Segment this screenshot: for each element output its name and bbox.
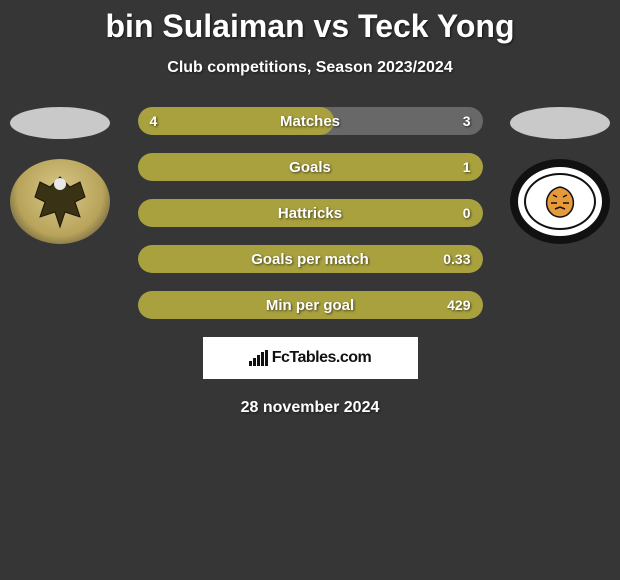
stat-row-goals: Goals 1: [138, 153, 483, 181]
stat-label: Goals per match: [138, 245, 483, 273]
stat-label: Matches: [138, 107, 483, 135]
stat-row-goals-per-match: Goals per match 0.33: [138, 245, 483, 273]
tiger-icon: [535, 177, 585, 227]
stat-right-value: 429: [447, 291, 470, 319]
date-text: 28 november 2024: [0, 399, 620, 417]
subtitle: Club competitions, Season 2023/2024: [0, 59, 620, 77]
player-left-ellipse: [10, 107, 110, 139]
eagle-icon: [25, 172, 95, 232]
brand-box: FcTables.com: [203, 337, 418, 379]
stat-row-matches: 4 Matches 3: [138, 107, 483, 135]
player-right-ellipse: [510, 107, 610, 139]
player-right-crest: [510, 159, 610, 244]
stat-label: Min per goal: [138, 291, 483, 319]
stat-label: Goals: [138, 153, 483, 181]
stat-row-hattricks: Hattricks 0: [138, 199, 483, 227]
comparison-content: 4 Matches 3 Goals 1 Hattricks 0 Goals pe…: [0, 107, 620, 417]
stat-label: Hattricks: [138, 199, 483, 227]
stat-right-value: 0.33: [443, 245, 470, 273]
stat-row-min-per-goal: Min per goal 429: [138, 291, 483, 319]
stat-bars: 4 Matches 3 Goals 1 Hattricks 0 Goals pe…: [138, 107, 483, 319]
player-left-block: [10, 107, 110, 244]
page-title: bin Sulaiman vs Teck Yong: [0, 0, 620, 45]
player-right-block: [510, 107, 610, 244]
stat-right-value: 3: [463, 107, 471, 135]
brand-text: FcTables.com: [272, 349, 372, 367]
stat-right-value: 1: [463, 153, 471, 181]
stat-right-value: 0: [463, 199, 471, 227]
chart-icon: [249, 350, 268, 366]
player-left-crest: [10, 159, 110, 244]
